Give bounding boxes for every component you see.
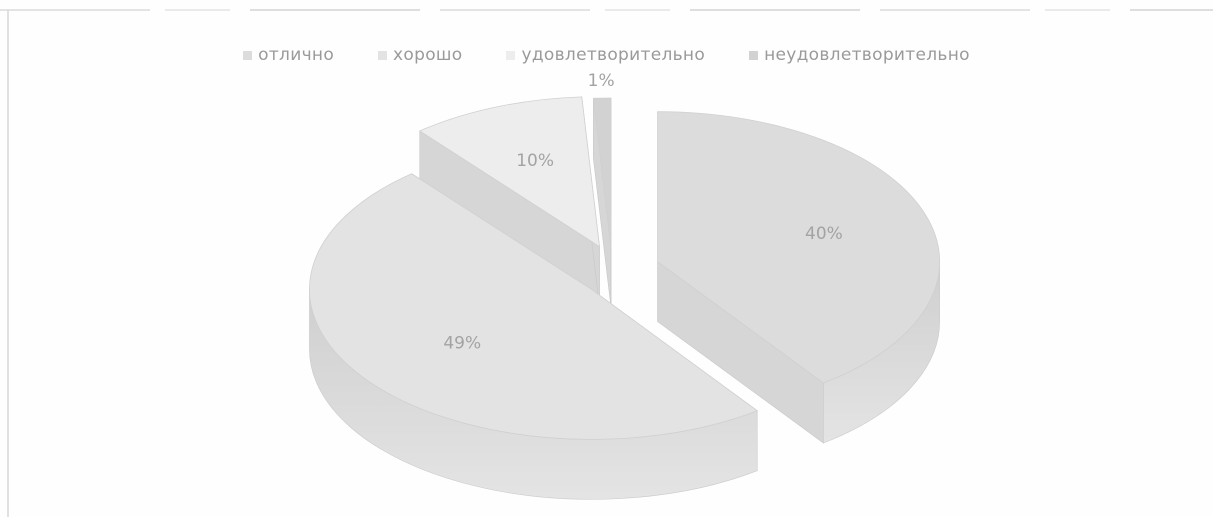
legend-label-udovletvoritelno: удовлетворительно — [521, 45, 706, 65]
legend-swatch-otlichno — [243, 50, 253, 60]
legend-label-khorosho: хорошо — [393, 45, 463, 65]
legend-item-neudovletvoritelno: неудовлетворительно — [749, 45, 970, 65]
pie-slices — [309, 96, 941, 500]
data-label-udovletvoritelno: 10% — [516, 151, 554, 171]
data-label-otlichno: 40% — [805, 224, 843, 244]
data-label-neudovletvoritelno: 1% — [588, 71, 615, 91]
data-label-khorosho: 49% — [443, 334, 481, 354]
top-border-line — [0, 9, 1213, 11]
pie-slice-top-khorosho — [309, 173, 759, 440]
legend-item-otlichno: отлично — [243, 45, 334, 65]
legend-swatch-khorosho — [378, 50, 388, 60]
pie-slice-top-udovletvoritelno — [418, 96, 600, 248]
pie-data-labels: 1% 10% 40% 49% — [443, 71, 843, 354]
legend-label-otlichno: отлично — [258, 45, 335, 65]
pie-slice-otlichno — [657, 111, 941, 444]
pie-slice-top-otlichno — [657, 111, 941, 384]
pie-slice-khorosho — [309, 173, 759, 500]
pie-slice-top-neudovletvoritelno — [592, 97, 612, 249]
legend-label-neudovletvoritelno: неудовлетворительно — [764, 45, 970, 65]
legend-item-khorosho: хорошо — [378, 45, 462, 65]
legend-item-udovletvoritelno: удовлетворительно — [506, 45, 705, 65]
pie-slice-neudovletvoritelno — [592, 97, 612, 309]
pie-slice-udovletvoritelno — [418, 96, 600, 308]
legend-swatch-neudovletvoritelno — [749, 50, 759, 60]
legend-swatch-udovletvoritelno — [506, 50, 516, 60]
left-border-line — [7, 10, 9, 517]
chart-legend: отлично хорошо удовлетворительно неудовл… — [0, 40, 1213, 70]
